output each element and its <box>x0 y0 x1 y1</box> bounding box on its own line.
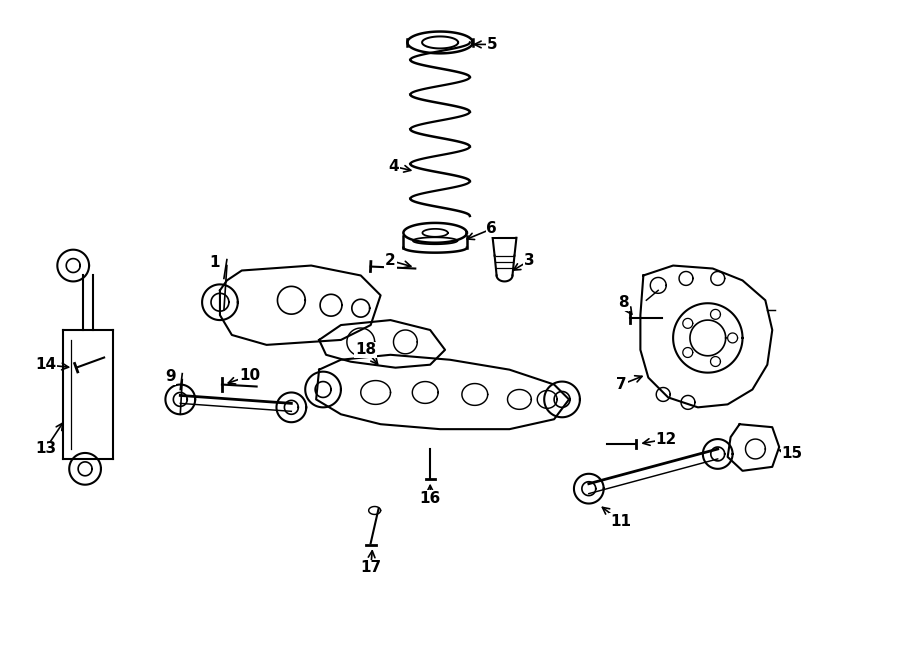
Text: 11: 11 <box>610 514 631 529</box>
Text: 9: 9 <box>165 369 176 384</box>
Text: 8: 8 <box>618 295 629 310</box>
Text: 4: 4 <box>388 159 399 174</box>
Text: 7: 7 <box>616 377 627 392</box>
Text: 14: 14 <box>35 357 56 372</box>
Text: 13: 13 <box>35 442 56 457</box>
Text: 18: 18 <box>356 342 376 358</box>
Text: 17: 17 <box>360 561 382 576</box>
Text: 3: 3 <box>524 253 535 268</box>
Text: 15: 15 <box>781 446 803 461</box>
Text: 1: 1 <box>210 255 220 270</box>
Text: 6: 6 <box>486 221 497 237</box>
Text: 12: 12 <box>655 432 677 447</box>
Text: 2: 2 <box>385 253 396 268</box>
Text: 5: 5 <box>486 37 497 52</box>
Text: 16: 16 <box>419 491 441 506</box>
Text: 10: 10 <box>239 368 260 383</box>
